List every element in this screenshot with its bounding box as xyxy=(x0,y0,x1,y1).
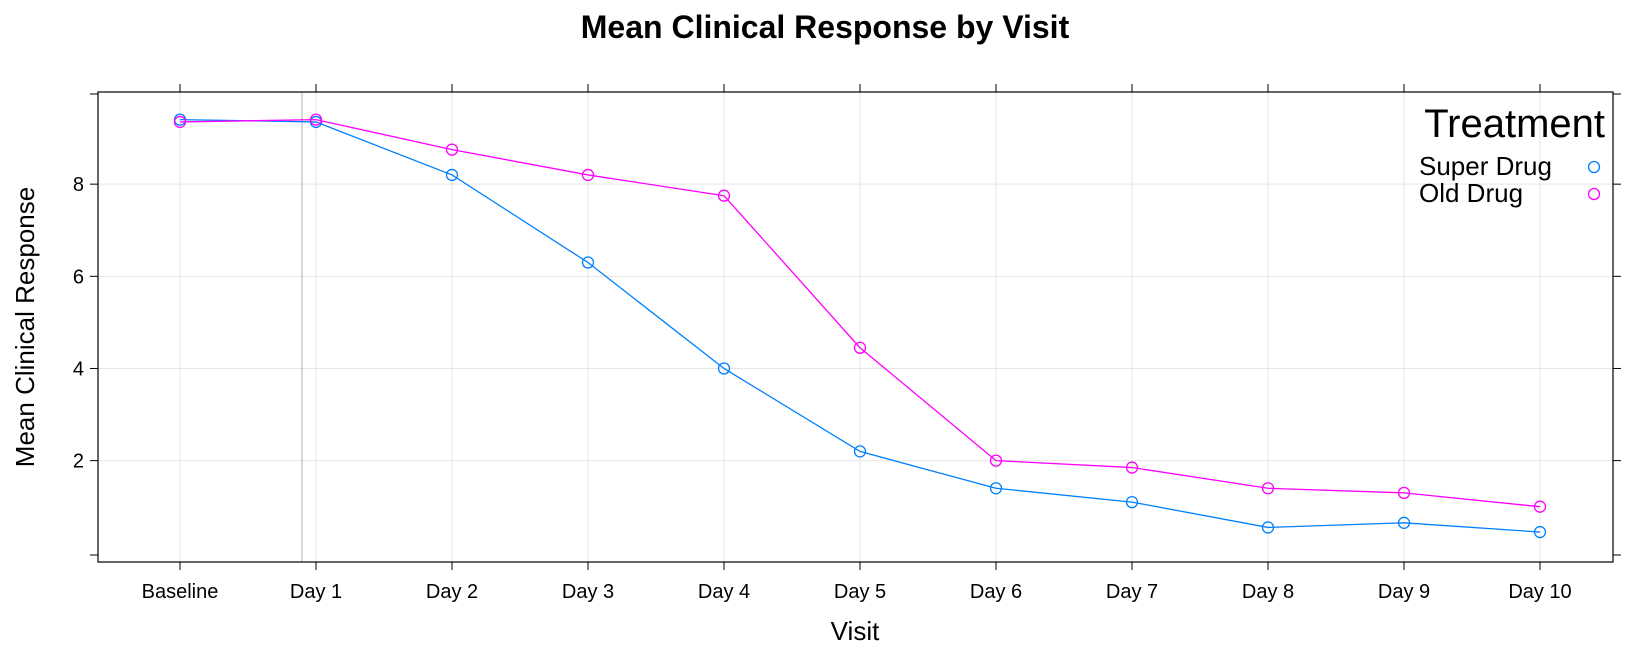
series-old-drug xyxy=(173,113,1547,513)
y-axis-title: Mean Clinical Response xyxy=(10,187,40,467)
axis-ticks xyxy=(90,84,1621,570)
data-point xyxy=(1397,516,1411,529)
x-tick-label: Day 7 xyxy=(1106,581,1158,603)
data-point xyxy=(1397,486,1411,500)
legend-label: Super Drug xyxy=(1419,151,1552,181)
series-layer xyxy=(173,113,1547,539)
legend-item: Super Drug xyxy=(1419,151,1601,181)
x-tick-label: Baseline xyxy=(142,581,219,603)
y-tick-label: 6 xyxy=(73,266,84,288)
x-tick-label: Day 3 xyxy=(562,581,614,603)
legend-title: Treatment xyxy=(1424,102,1605,146)
y-tick-labels: 2 4 6 8 xyxy=(73,174,84,472)
data-point xyxy=(1261,521,1275,534)
x-axis-title: Visit xyxy=(831,616,880,646)
grid-lines xyxy=(98,92,1613,562)
data-point xyxy=(853,445,867,458)
chart-title: Mean Clinical Response by Visit xyxy=(581,9,1070,45)
series-super-drug xyxy=(173,113,1547,539)
series-line xyxy=(179,118,1541,508)
x-tick-labels: Baseline Day 1 Day 2 Day 3 Day 4 Day 5 Day 6 Da… xyxy=(142,581,1572,603)
x-tick-label: Day 10 xyxy=(1508,581,1571,603)
x-tick-label: Day 9 xyxy=(1378,581,1430,603)
x-tick-label: Day 8 xyxy=(1242,581,1294,603)
data-point xyxy=(989,482,1003,495)
data-point xyxy=(445,143,459,156)
series-line xyxy=(179,118,1541,533)
data-point xyxy=(1125,461,1139,474)
y-tick-label: 4 xyxy=(73,358,84,380)
x-tick-label: Day 1 xyxy=(290,581,342,603)
data-point xyxy=(581,256,595,269)
legend-label: Old Drug xyxy=(1419,178,1523,208)
data-point xyxy=(853,341,867,354)
data-point xyxy=(309,113,323,126)
data-point xyxy=(1125,495,1139,509)
data-point xyxy=(1533,500,1547,513)
data-point xyxy=(173,115,187,129)
x-tick-label: Day 6 xyxy=(970,581,1022,603)
legend-item: Old Drug xyxy=(1419,178,1601,208)
x-tick-label: Day 2 xyxy=(426,581,478,603)
y-tick-label: 8 xyxy=(73,174,84,196)
x-tick-label: Day 4 xyxy=(698,581,750,603)
data-point xyxy=(581,168,595,182)
data-point xyxy=(717,362,731,375)
data-point xyxy=(445,168,459,182)
legend-marker xyxy=(1587,160,1601,174)
data-point xyxy=(1261,482,1275,495)
legend-marker xyxy=(1587,187,1601,201)
data-point xyxy=(989,454,1003,467)
x-tick-label: Day 5 xyxy=(834,581,886,603)
data-point xyxy=(1533,525,1547,539)
data-point xyxy=(717,189,731,202)
y-tick-label: 2 xyxy=(73,451,84,473)
plot-frame xyxy=(97,91,1614,563)
